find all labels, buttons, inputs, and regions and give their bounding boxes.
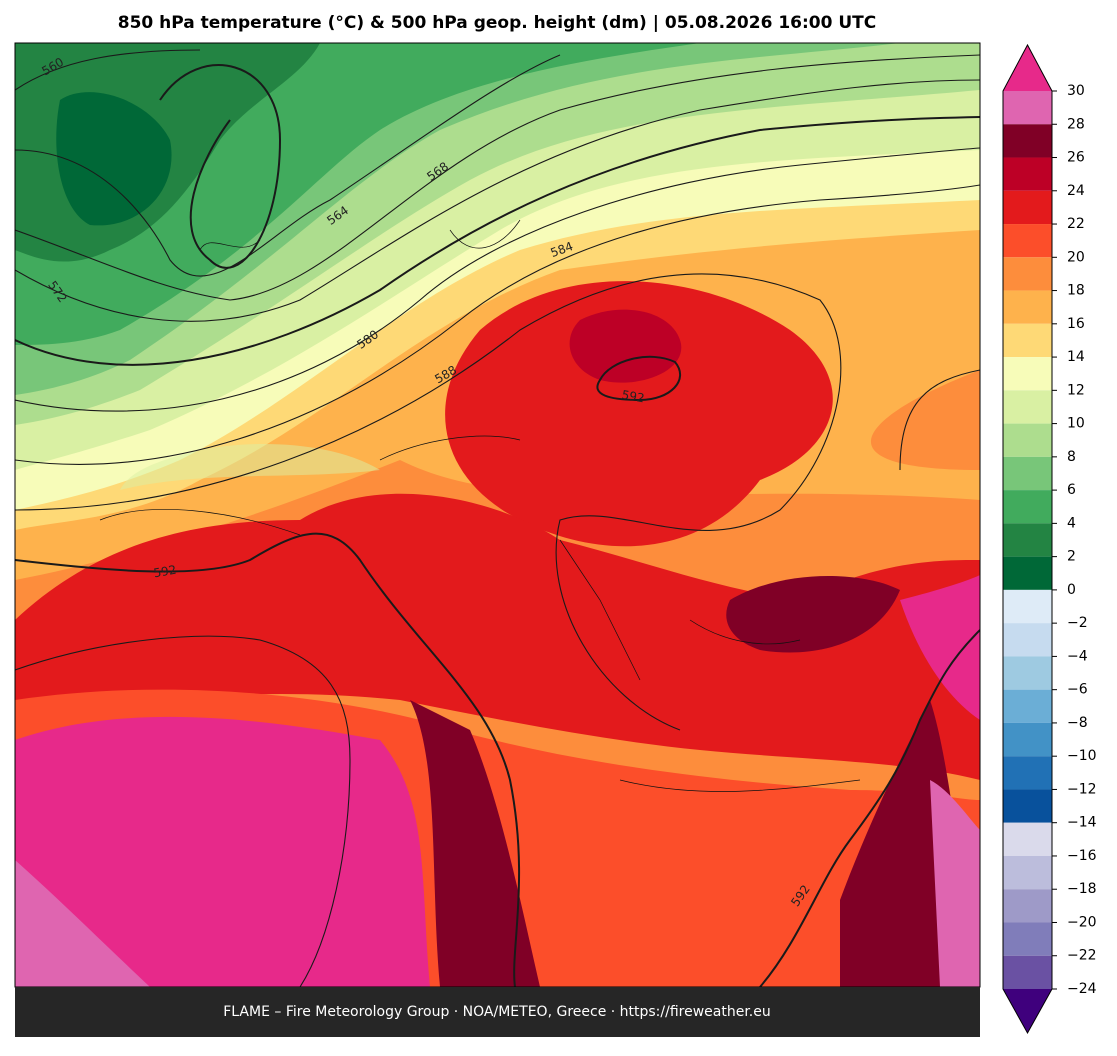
colorbar: 302826242220181614121086420−2−4−6−8−10−1… [1002, 43, 1097, 1035]
colorbar-tick-label: 12 [1067, 382, 1085, 398]
contour-label: 592 [621, 388, 646, 406]
colorbar-bin [1003, 390, 1052, 424]
colorbar-tick-label: 24 [1067, 183, 1085, 199]
footer-text: FLAME – Fire Meteorology Group · NOA/MET… [223, 1004, 771, 1020]
colorbar-bin [1003, 157, 1052, 191]
colorbar-bin [1003, 623, 1052, 657]
colorbar-tick-label: 28 [1067, 116, 1085, 132]
colorbar-tick-label: −10 [1067, 748, 1097, 764]
colorbar-bin [1003, 822, 1052, 856]
colorbar-bin [1003, 224, 1052, 258]
colorbar-bin [1003, 523, 1052, 557]
colorbar-bin [1003, 756, 1052, 790]
colorbar-bin [1003, 323, 1052, 358]
colorbar-bin [1003, 589, 1052, 624]
contour-label: 592 [152, 563, 177, 581]
colorbar-bin [1003, 889, 1052, 923]
colorbar-bin [1003, 855, 1052, 890]
colorbar-tick-label: 6 [1067, 482, 1076, 498]
colorbar-tick-label: 20 [1067, 249, 1085, 265]
colorbar-bin [1003, 955, 1052, 989]
colorbar-tick-label: 18 [1067, 283, 1085, 299]
temperature-field [15, 43, 980, 987]
colorbar-bin [1003, 423, 1052, 457]
colorbar-tick-label: −16 [1067, 848, 1097, 864]
colorbar-tick-label: 14 [1067, 349, 1085, 365]
colorbar-tick-label: −4 [1067, 648, 1088, 664]
colorbar-bin [1003, 922, 1052, 956]
colorbar-tick-label: 10 [1067, 416, 1085, 432]
colorbar-bin [1003, 689, 1052, 723]
colorbar-bin [1003, 722, 1052, 757]
colorbar-tick-label: 8 [1067, 449, 1076, 465]
colorbar-tick-label: −8 [1067, 715, 1088, 731]
colorbar-tick-label: 0 [1067, 582, 1076, 598]
colorbar-bin [1003, 257, 1052, 291]
colorbar-bin [1003, 456, 1052, 491]
colorbar-bin [1003, 91, 1052, 125]
colorbar-tick-label: −22 [1067, 948, 1097, 964]
colorbar-tick-label: 22 [1067, 216, 1085, 232]
colorbar-extend-min [1003, 989, 1052, 1033]
colorbar-tick-label: −12 [1067, 781, 1097, 797]
colorbar-bin [1003, 357, 1052, 391]
colorbar-tick-label: 2 [1067, 549, 1076, 565]
colorbar-tick-label: −2 [1067, 615, 1088, 631]
colorbar-tick-label: −6 [1067, 682, 1088, 698]
map-title: 850 hPa temperature (°C) & 500 hPa geop.… [118, 13, 877, 33]
colorbar-bin [1003, 490, 1052, 524]
colorbar-bin [1003, 556, 1052, 590]
colorbar-bin [1003, 656, 1052, 690]
colorbar-tick-label: 4 [1067, 515, 1076, 531]
colorbar-tick-label: 26 [1067, 150, 1085, 166]
colorbar-tick-label: 30 [1067, 83, 1085, 99]
colorbar-tick-label: −14 [1067, 815, 1097, 831]
colorbar-tick-label: −18 [1067, 881, 1097, 897]
colorbar-bin [1003, 290, 1052, 324]
colorbar-tick-label: 16 [1067, 316, 1085, 332]
colorbar-tick-label: −24 [1067, 981, 1097, 997]
colorbar-bin [1003, 190, 1052, 225]
height-contours [15, 49, 980, 987]
footer-bar [15, 987, 980, 1037]
colorbar-extend-max [1003, 45, 1052, 91]
colorbar-bin [1003, 124, 1052, 158]
colorbar-bin [1003, 789, 1052, 823]
colorbar-tick-label: −20 [1067, 914, 1097, 930]
